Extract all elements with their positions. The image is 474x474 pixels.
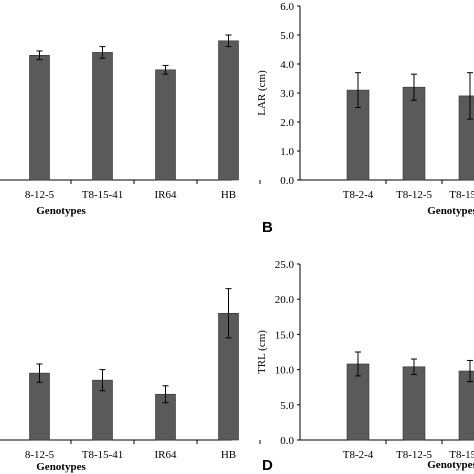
panel-D-y-tick-label: 25.0 <box>275 259 295 271</box>
panel-B-y-tick-label: 2.0 <box>280 117 294 129</box>
panel-B-y-axis-label: LAR (cm) <box>256 70 268 116</box>
panel-A-category-label: HB <box>221 189 236 201</box>
panel-D-category-label: T8-12-5 <box>396 449 433 461</box>
panel-C-x-axis-title: Genotypes <box>36 461 86 473</box>
panel-B-bar <box>458 95 474 181</box>
panel-B-category-label: T8-15-41 <box>449 189 474 201</box>
panel-B-bar <box>402 86 426 181</box>
panel-A-category-label: 8-12-5 <box>25 189 55 201</box>
panel-D-category-label: T8-2-4 <box>343 449 374 461</box>
panel-B-panel-letter: B <box>262 219 273 236</box>
panel-A-x-axis-title: Genotypes <box>36 205 86 217</box>
panel-B-y-tick-label: 0.0 <box>280 175 294 187</box>
panel-B-x-axis-title: Genotypes <box>427 205 474 217</box>
panel-D-bar <box>402 366 426 441</box>
panel-A-bar <box>155 69 176 181</box>
panel-C-category-label: T8-15-41 <box>82 449 124 461</box>
panel-B-y-tick-label: 5.0 <box>280 30 294 42</box>
panel-C-bar <box>29 372 50 441</box>
panel-B-y-tick-label: 3.0 <box>280 88 294 100</box>
panel-C-category-label: 8-12-5 <box>25 449 55 461</box>
panel-A-bar <box>218 40 239 181</box>
panel-D-y-tick-label: 20.0 <box>275 294 295 306</box>
panel-B-y-tick-label: 4.0 <box>280 59 294 71</box>
panel-B-y-tick-label: 6.0 <box>280 1 294 13</box>
panel-B-category-label: T8-12-5 <box>396 189 433 201</box>
panel-D-y-tick-label: 15.0 <box>275 329 295 341</box>
panel-D-y-tick-label: 10.0 <box>275 365 295 377</box>
panel-B-y-tick-label: 1.0 <box>280 146 294 158</box>
panel-A-category-label: T8-15-41 <box>82 189 124 201</box>
panel-C-category-label: HB <box>221 449 236 461</box>
panel-C-category-label: IR64 <box>155 449 178 461</box>
panel-A-category-label: IR64 <box>155 189 178 201</box>
panel-D-category-label: T8-15-41 <box>449 449 474 461</box>
panel-D-x-axis-title: Genotypes <box>427 459 474 471</box>
panel-D-y-tick-label: 0.0 <box>280 435 294 447</box>
panel-D-panel-letter: D <box>262 457 273 474</box>
panel-D-y-axis-label: TRL (cm) <box>256 330 268 374</box>
panel-D-y-tick-label: 5.0 <box>280 400 294 412</box>
panel-A-bar <box>92 52 113 181</box>
panel-A-bar <box>29 54 50 181</box>
panel-B-category-label: T8-2-4 <box>343 189 374 201</box>
